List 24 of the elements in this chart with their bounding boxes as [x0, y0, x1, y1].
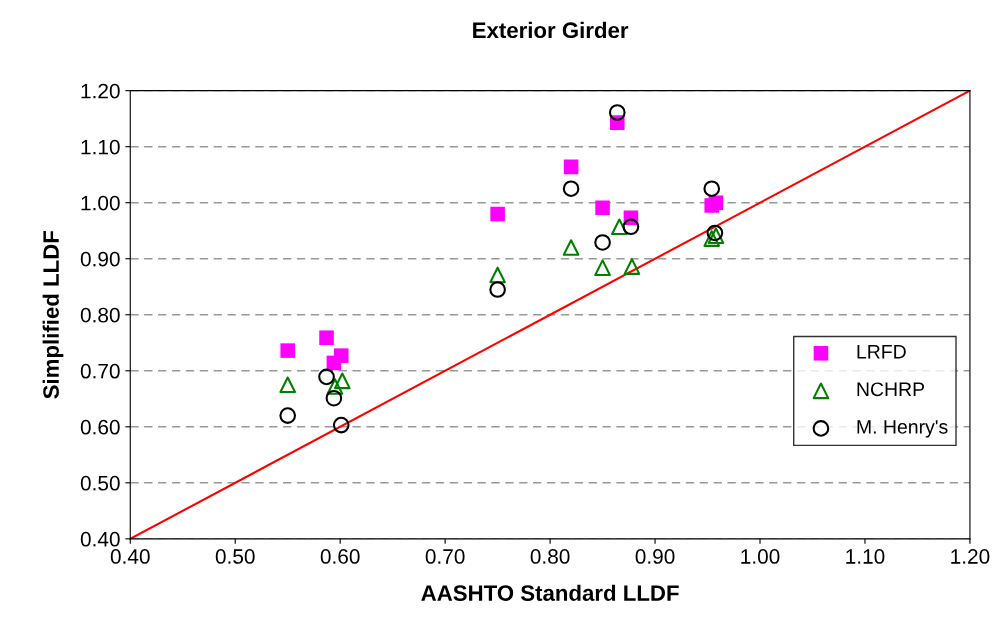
- x-tick-label: 0.80: [530, 549, 570, 564]
- y-tick-label: 1.20: [81, 83, 120, 99]
- x-tick-label: 1.20: [951, 549, 990, 564]
- chart-title: Exterior Girder: [473, 21, 629, 39]
- y-tick-label: 0.80: [80, 307, 120, 323]
- x-tick-label: 0.60: [320, 549, 360, 564]
- legend-label: NCHRP: [857, 382, 925, 397]
- y-tick-label: 0.60: [80, 419, 120, 435]
- y-tick-label: 0.40: [80, 531, 120, 547]
- x-axis-title: AASHTO Standard LLDF: [421, 584, 679, 601]
- y-tick-label: 0.50: [80, 475, 120, 491]
- y-tick-label: 1.00: [81, 195, 120, 211]
- legend-label: LRFD: [857, 345, 906, 359]
- y-tick-label: 0.90: [80, 251, 120, 267]
- x-tick-label: 1.00: [741, 549, 780, 564]
- y-tick-label: 1.10: [81, 139, 120, 155]
- x-tick-label: 0.70: [425, 549, 465, 564]
- legend-label: M. Henry's: [857, 420, 948, 438]
- x-tick-label: 0.40: [110, 549, 150, 564]
- y-tick-label: 0.70: [80, 363, 120, 379]
- x-tick-label: 1.10: [846, 549, 885, 564]
- y-axis-title: Simplified LLDF: [42, 230, 64, 399]
- x-tick-label: 0.90: [635, 549, 675, 564]
- x-tick-label: 0.50: [215, 549, 255, 564]
